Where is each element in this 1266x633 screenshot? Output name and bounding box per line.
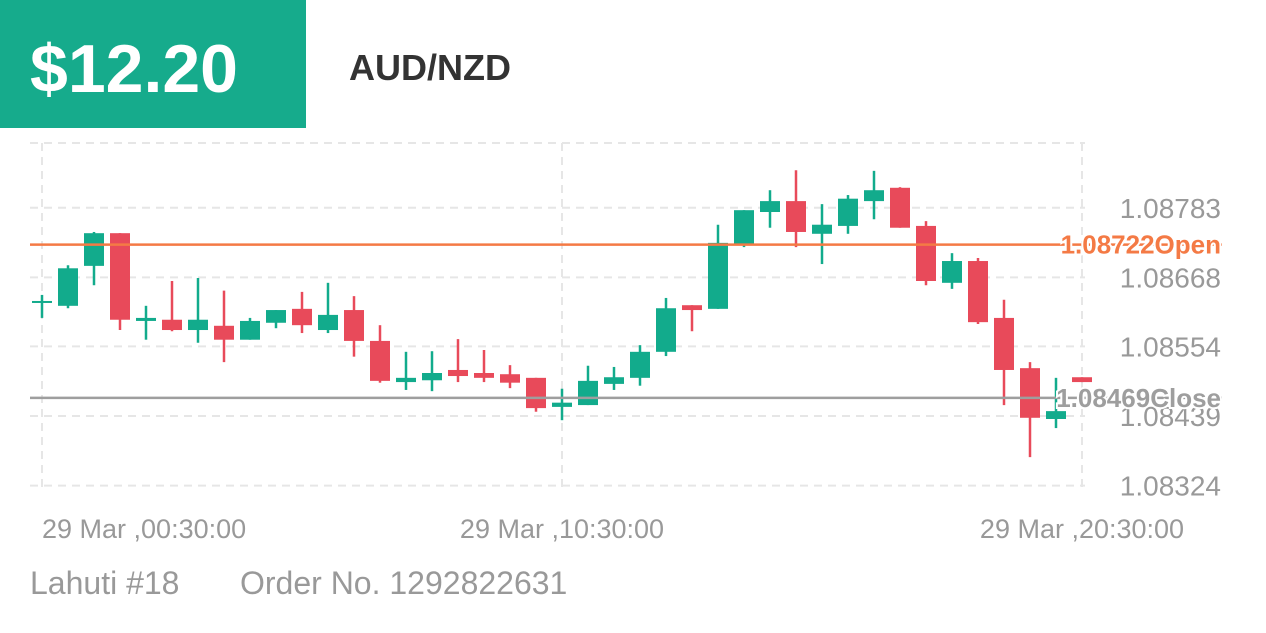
candle-body bbox=[708, 242, 728, 309]
reference-label: 1.08722Open bbox=[1061, 230, 1221, 260]
candle-body bbox=[656, 308, 676, 352]
candle-body bbox=[474, 373, 494, 378]
candle-body bbox=[344, 310, 364, 341]
candle-body bbox=[864, 190, 884, 202]
candle-body bbox=[188, 319, 208, 331]
candle-body bbox=[58, 268, 78, 306]
candle-body bbox=[396, 377, 416, 383]
candle-body bbox=[162, 319, 182, 331]
candle-body bbox=[422, 373, 442, 381]
x-tick-label: 29 Mar ,10:30:00 bbox=[460, 514, 664, 544]
candle-body bbox=[812, 224, 832, 234]
candle-body bbox=[630, 351, 650, 378]
candle-body bbox=[552, 402, 572, 407]
candle-body bbox=[786, 201, 806, 232]
x-tick-label: 29 Mar ,00:30:00 bbox=[42, 514, 246, 544]
amount: $12.20 bbox=[30, 31, 238, 107]
reference-name: Close bbox=[1150, 383, 1221, 413]
candle-body bbox=[1046, 411, 1066, 419]
candle-body bbox=[604, 377, 624, 384]
candle-body bbox=[1072, 377, 1092, 383]
reference-name: Open bbox=[1155, 230, 1221, 260]
reference-value: 1.08722 bbox=[1061, 230, 1155, 260]
candle-body bbox=[526, 377, 546, 409]
reference-value: 1.08469 bbox=[1056, 383, 1150, 413]
candle-body bbox=[968, 261, 988, 323]
x-tick-label: 29 Mar ,20:30:00 bbox=[980, 514, 1184, 544]
candle-body bbox=[838, 198, 858, 226]
candle-body bbox=[942, 261, 962, 283]
candle-body bbox=[214, 325, 234, 340]
y-tick-label: 1.08783 bbox=[1120, 193, 1221, 224]
candle-body bbox=[240, 320, 260, 340]
candle-body bbox=[318, 314, 338, 331]
amount-badge bbox=[0, 0, 306, 128]
order-number: Order No. 1292822631 bbox=[240, 565, 567, 601]
y-tick-label: 1.08324 bbox=[1120, 471, 1221, 502]
candle-body bbox=[760, 201, 780, 212]
y-tick-label: 1.08439 bbox=[1120, 401, 1221, 432]
candle-body bbox=[682, 305, 702, 311]
chart: 1.08324 1.08439 1.08554 1.08668 1.08783 29 Ma… bbox=[30, 142, 1223, 544]
y-tick-label: 1.08554 bbox=[1120, 331, 1221, 362]
account: Lahuti #18 bbox=[30, 565, 179, 601]
y-tick-label: 1.08668 bbox=[1120, 262, 1221, 293]
candle-body bbox=[734, 210, 754, 246]
candle-body bbox=[370, 340, 390, 381]
candle-body bbox=[448, 369, 468, 377]
candle-body bbox=[578, 380, 598, 406]
candle-body bbox=[110, 233, 130, 320]
candle-body bbox=[890, 187, 910, 228]
reference-label: 1.08469Close bbox=[1056, 383, 1221, 413]
candle-body bbox=[136, 317, 156, 321]
pair: AUD/NZD bbox=[349, 47, 511, 88]
candle-body bbox=[994, 317, 1014, 370]
candle-body bbox=[500, 374, 520, 383]
candle-body bbox=[32, 300, 52, 303]
candle-body bbox=[1020, 368, 1040, 418]
candle-body bbox=[84, 233, 104, 266]
candle-body bbox=[916, 225, 936, 281]
candle-body bbox=[266, 310, 286, 323]
candle-body bbox=[292, 308, 312, 326]
